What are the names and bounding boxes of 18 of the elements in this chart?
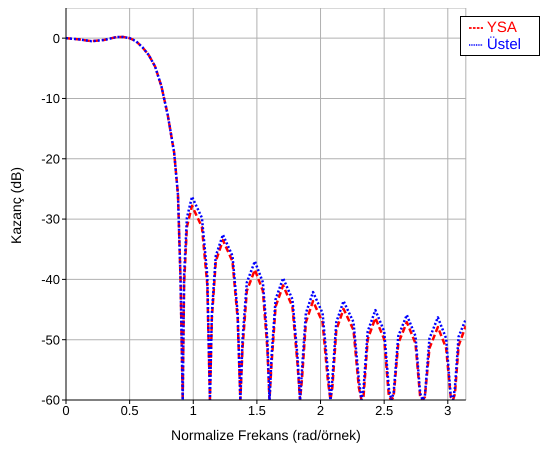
x-tick-label: 1.5 [248,403,266,418]
y-tick-label: -20 [41,151,60,166]
x-tick-label: 0.5 [120,403,139,418]
x-tick-label: 3 [444,403,452,418]
y-tick-label: 0 [52,30,60,46]
x-tick-label: 1 [190,403,197,418]
y-tick-label: -10 [41,91,60,106]
y-tick-label: -40 [41,272,60,287]
legend-label: YSA [486,19,517,36]
x-tick-label: 0 [62,403,70,418]
x-axis-title: Normalize Frekans (rad/örnek) [170,427,361,443]
y-tick-label: -60 [41,392,60,408]
x-tick-label: 2.5 [375,403,394,418]
y-axis-title: Kazanç (dB) [8,166,24,244]
y-tick-label: -30 [41,212,60,227]
legend-label: Üstel [486,36,521,53]
y-tick-label: -50 [41,332,60,348]
x-tick-label: 2 [316,403,324,418]
